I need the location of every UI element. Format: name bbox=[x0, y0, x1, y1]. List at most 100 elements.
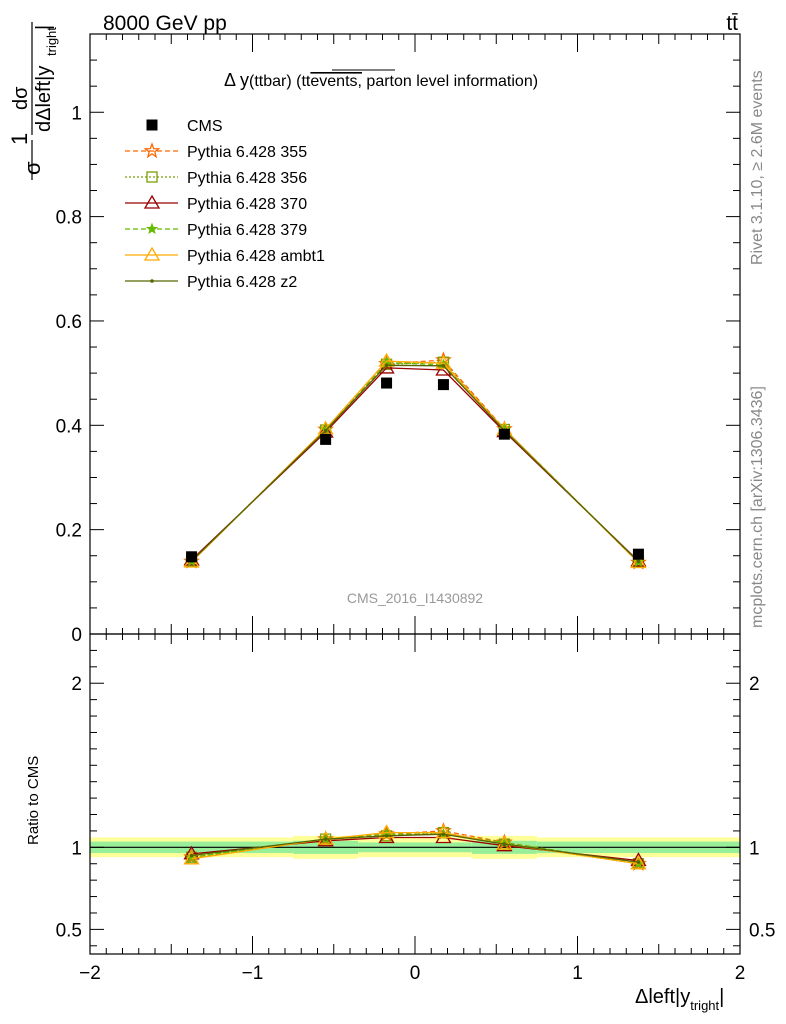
series-group bbox=[183, 351, 647, 570]
watermark: CMS_2016_I1430892 bbox=[347, 590, 483, 606]
series-group bbox=[183, 359, 647, 567]
legend-entry: Pythia 6.428 379 bbox=[125, 222, 307, 239]
series-group bbox=[183, 352, 647, 569]
legend-marker bbox=[143, 246, 161, 261]
data-point bbox=[186, 551, 198, 563]
series-point bbox=[435, 354, 452, 369]
main-y-axis-label: 1 σ dσ dΔleft|y tright | bbox=[7, 22, 59, 180]
header-energy-label: 8000 GeV pp bbox=[103, 12, 227, 35]
ratio-y-tick-label: 0.5 bbox=[56, 920, 82, 941]
ratio-series-group bbox=[189, 832, 641, 864]
series-point bbox=[384, 363, 389, 368]
series-group bbox=[185, 356, 645, 568]
ratio-series-point bbox=[435, 829, 452, 844]
main-y-tick-label: 0.8 bbox=[56, 208, 82, 229]
ratio-y-tick-labels: 0.5 1 2 bbox=[56, 674, 82, 941]
series-point bbox=[441, 364, 446, 368]
series-line bbox=[191, 360, 639, 563]
ratio-series-point bbox=[502, 842, 507, 846]
svg-text:Δleft|ytright|: Δleft|ytright| bbox=[635, 986, 724, 1013]
legend: CMS Pythia 6.428 355 Pythia 6.428 356 Pythi… bbox=[125, 118, 325, 291]
main-series-layer bbox=[183, 351, 647, 570]
ratio-uncertainty-bands bbox=[90, 835, 740, 859]
x-label-main: Δleft|y bbox=[635, 986, 690, 1008]
main-data-points bbox=[186, 377, 644, 563]
ratio-y-tick-label-right: 2 bbox=[749, 674, 760, 695]
ratio-series-point bbox=[323, 837, 328, 841]
ratio-series-point bbox=[384, 834, 389, 838]
y-label-bar: | bbox=[33, 25, 55, 30]
ratio-plot-frame bbox=[89, 633, 741, 955]
legend-label: Pythia 6.428 356 bbox=[187, 170, 307, 187]
series-line bbox=[191, 367, 639, 562]
ratio-axis-ticks bbox=[89, 634, 741, 954]
series-group bbox=[185, 356, 645, 568]
svg-text:Δ y(ttbar) (ttevents, parton l: Δ y(ttbar) (ttevents, parton level infor… bbox=[224, 70, 538, 90]
series-point bbox=[636, 559, 641, 564]
mcplots-label: mcplots.cern.ch [arXiv:1306.3436] bbox=[749, 386, 766, 628]
ratio-y-axis-label: Ratio to CMS bbox=[25, 756, 42, 845]
series-line bbox=[191, 361, 639, 563]
main-y-tick-label: 0.6 bbox=[56, 312, 82, 333]
ratio-series-line bbox=[191, 833, 639, 863]
ratio-series-point bbox=[189, 853, 194, 858]
title-part-c: t bbox=[306, 73, 311, 90]
data-point bbox=[632, 548, 644, 560]
series-group bbox=[189, 363, 641, 564]
ratio-y-tick-label-right: 1 bbox=[749, 838, 760, 859]
y-label-dnum: dσ bbox=[10, 86, 32, 110]
ratio-series-layer bbox=[183, 822, 647, 871]
legend-label: CMS bbox=[187, 118, 223, 135]
x-label-sub: tright bbox=[690, 998, 719, 1013]
legend-marker bbox=[143, 142, 161, 159]
ratio-plot: 0.5 1 2 0.5 1 2 −2 −1 0 1 2 Ratio to CMS Δleft|y… bbox=[25, 633, 775, 1013]
x-tick-label: 0 bbox=[410, 963, 421, 984]
x-tick-label: −2 bbox=[79, 963, 101, 984]
x-tick-label: 2 bbox=[735, 963, 746, 984]
legend-label: Pythia 6.428 379 bbox=[187, 222, 307, 239]
data-point bbox=[320, 433, 332, 445]
legend-marker bbox=[150, 279, 154, 283]
plot-title: Δ y(ttbar) (ttevents, parton level infor… bbox=[224, 69, 538, 90]
main-plot: 0 0.2 0.4 0.6 0.8 1 CMS_2016_I1430892 Δ y(ttb… bbox=[56, 33, 741, 646]
ratio-series-point bbox=[317, 830, 334, 845]
legend-entry: Pythia 6.428 ambt1 bbox=[125, 246, 325, 265]
legend-entry: Pythia 6.428 355 bbox=[125, 142, 307, 161]
legend-marker bbox=[145, 222, 159, 235]
series-line bbox=[191, 362, 639, 563]
rivet-version-label: Rivet 3.1.10, ≥ 2.6M events bbox=[749, 70, 766, 265]
main-axis-ticks bbox=[89, 33, 741, 635]
main-y-tick-label: 1 bbox=[71, 103, 82, 124]
legend-entry: Pythia 6.428 370 bbox=[125, 194, 307, 213]
legend-marker bbox=[143, 194, 161, 209]
legend-label: Pythia 6.428 ambt1 bbox=[187, 248, 325, 265]
x-tick-label: −1 bbox=[242, 963, 264, 984]
main-y-tick-label: 0.4 bbox=[56, 416, 83, 437]
legend-marker bbox=[146, 171, 158, 183]
y-label-num: 1 bbox=[7, 133, 32, 145]
legend-entry: Pythia 6.428 356 bbox=[125, 170, 307, 187]
main-y-tick-label: 0 bbox=[71, 625, 82, 646]
legend-marker bbox=[146, 119, 158, 131]
ratio-series-point bbox=[441, 832, 446, 837]
title-part-a: Δ y bbox=[224, 70, 249, 90]
data-point bbox=[498, 428, 510, 440]
x-tick-label: 1 bbox=[572, 963, 583, 984]
title-part-e: parton level information) bbox=[362, 73, 538, 90]
ratio-y-tick-labels-right: 0.5 1 2 bbox=[749, 674, 775, 941]
legend-entry: Pythia 6.428 z2 bbox=[125, 274, 297, 291]
legend-label: Pythia 6.428 z2 bbox=[187, 274, 297, 291]
ratio-series-point bbox=[636, 860, 641, 864]
title-part-b: (ttbar) (t bbox=[249, 73, 306, 90]
data-point bbox=[437, 379, 449, 391]
series-line bbox=[191, 364, 639, 562]
ratio-y-tick-label: 1 bbox=[71, 838, 82, 859]
ratio-series-point bbox=[183, 850, 200, 865]
y-label-sub: tright bbox=[44, 27, 59, 56]
legend-entry: CMS bbox=[146, 118, 223, 135]
title-part-d: events, bbox=[310, 73, 362, 90]
ratio-y-tick-label-right: 0.5 bbox=[749, 920, 775, 941]
series-point bbox=[323, 428, 328, 433]
series-line bbox=[191, 359, 639, 563]
